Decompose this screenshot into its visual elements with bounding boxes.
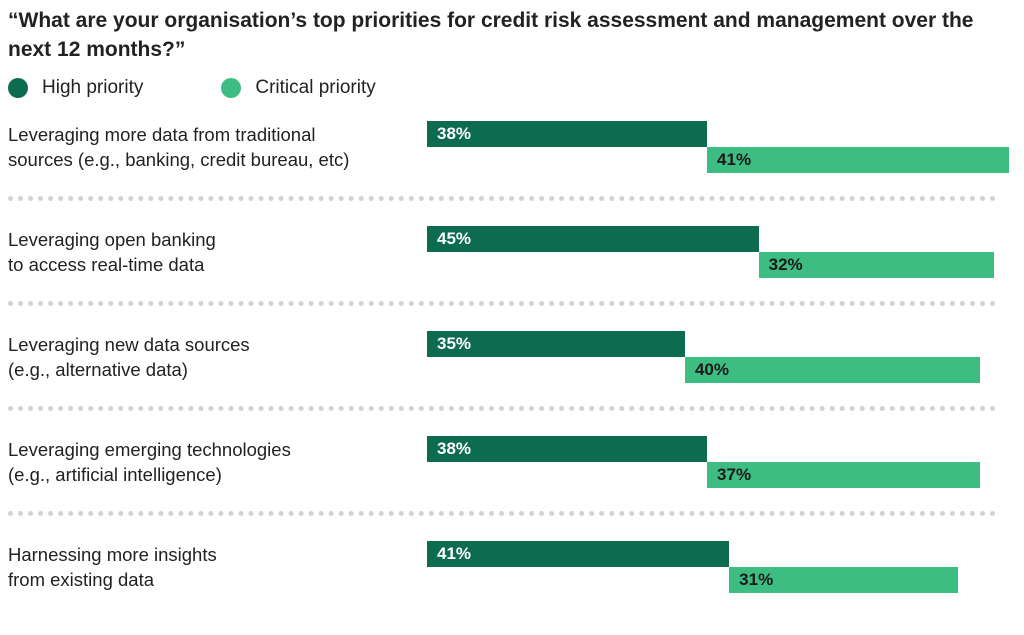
- data-label-high: 38%: [437, 439, 472, 458]
- bar-high-priority: 41%: [427, 541, 730, 567]
- data-label-critical: 40%: [694, 360, 729, 379]
- data-label-high: 41%: [437, 544, 472, 563]
- chart-row: Leveraging emerging technologies (e.g., …: [0, 425, 1024, 530]
- data-label-critical: 32%: [768, 255, 803, 274]
- category-label: Leveraging emerging technologies (e.g., …: [8, 439, 291, 485]
- chart-title: “What are your organisation’s top priori…: [8, 9, 974, 61]
- legend-swatch-critical: [221, 78, 242, 98]
- row-divider: [8, 196, 996, 201]
- category-label: Harnessing more insights from existing d…: [8, 544, 217, 590]
- bar-critical-priority: 41%: [707, 147, 1010, 173]
- category-label: Leveraging open banking to access real-t…: [8, 229, 216, 275]
- data-label-high: 38%: [437, 124, 472, 143]
- data-label-critical: 41%: [717, 150, 752, 169]
- data-label-critical: 31%: [739, 570, 774, 589]
- bar-critical-priority: 40%: [684, 357, 980, 383]
- chart-row: Harnessing more insights from existing d…: [0, 530, 1024, 635]
- bar-high-priority: 45%: [427, 226, 759, 252]
- row-divider: [8, 511, 996, 516]
- legend-label-critical: Critical priority: [255, 77, 376, 98]
- bar-critical-priority: 32%: [758, 252, 995, 278]
- legend-swatch-high: [8, 78, 28, 98]
- legend-item-critical: Critical priority: [221, 77, 376, 99]
- bar-critical-priority: 37%: [707, 462, 980, 488]
- bar-high-priority: 38%: [427, 121, 708, 147]
- data-label-critical: 37%: [717, 465, 752, 484]
- data-label-high: 45%: [437, 229, 472, 248]
- data-label-high: 35%: [437, 334, 472, 353]
- legend: High priority Critical priority: [8, 76, 454, 100]
- row-divider: [8, 406, 996, 411]
- row-divider: [8, 301, 996, 306]
- category-label: Leveraging more data from traditional so…: [8, 124, 350, 170]
- chart-row: Leveraging open banking to access real-t…: [0, 215, 1024, 320]
- legend-item-high: High priority: [8, 77, 143, 99]
- chart-row: Leveraging more data from traditional so…: [0, 110, 1024, 215]
- category-label: Leveraging new data sources (e.g., alter…: [8, 334, 250, 380]
- bar-high-priority: 35%: [427, 331, 685, 357]
- chart-row: Leveraging new data sources (e.g., alter…: [0, 320, 1024, 425]
- bar-critical-priority: 31%: [729, 567, 958, 593]
- legend-label-high: High priority: [42, 77, 144, 98]
- chart-rows: Leveraging more data from traditional so…: [0, 110, 1024, 635]
- bar-high-priority: 38%: [427, 436, 708, 462]
